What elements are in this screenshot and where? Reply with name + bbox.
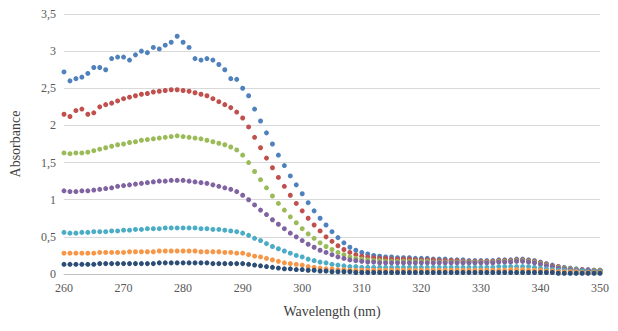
svg-text:2,5: 2,5 <box>41 81 56 95</box>
svg-text:290: 290 <box>234 281 252 295</box>
svg-text:330: 330 <box>472 281 490 295</box>
svg-text:0: 0 <box>50 267 56 281</box>
svg-text:3,5: 3,5 <box>41 7 56 21</box>
svg-text:260: 260 <box>55 281 73 295</box>
svg-text:340: 340 <box>531 281 549 295</box>
svg-text:Wavelength (nm): Wavelength (nm) <box>283 304 381 320</box>
svg-text:270: 270 <box>115 281 133 295</box>
svg-text:350: 350 <box>591 281 609 295</box>
svg-text:0,5: 0,5 <box>41 230 56 244</box>
svg-text:1: 1 <box>50 193 56 207</box>
svg-text:3: 3 <box>50 44 56 58</box>
svg-text:2: 2 <box>50 118 56 132</box>
svg-text:280: 280 <box>174 281 192 295</box>
svg-text:320: 320 <box>412 281 430 295</box>
svg-text:Absorbance: Absorbance <box>8 111 23 178</box>
svg-text:300: 300 <box>293 281 311 295</box>
svg-text:1,5: 1,5 <box>41 156 56 170</box>
svg-text:310: 310 <box>353 281 371 295</box>
